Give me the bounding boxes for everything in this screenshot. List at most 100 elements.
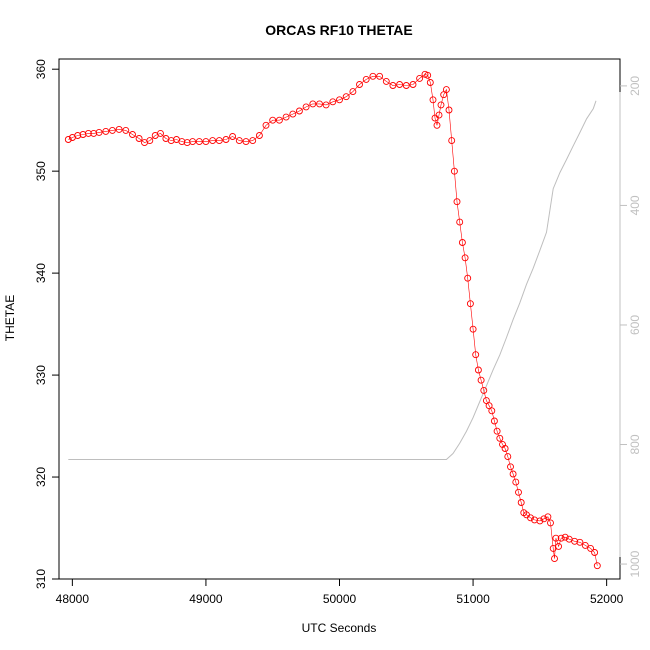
data-point [129,131,136,138]
data-point [322,101,330,109]
data-point [102,127,110,135]
x-tick-label: 48000 [56,592,90,606]
data-point [474,366,482,374]
data-point [135,135,143,142]
x-axis: 48000 49000 50000 51000 52000 [56,578,624,606]
data-point [178,138,186,146]
data-point [493,427,501,435]
data-point [396,81,404,88]
y-tick-label: 340 [34,263,48,283]
data-point [477,376,485,384]
y-tick-label: 360 [34,59,48,79]
data-point [157,129,164,137]
x-tick-label: 49000 [189,592,223,606]
secondary-y-tick-label: 800 [628,434,642,454]
y-tick-label: 350 [34,161,48,181]
data-point [571,537,579,545]
data-point [183,139,191,147]
data-point [555,542,563,550]
data-point [557,534,565,542]
data-point [108,126,116,134]
data-point [382,77,390,85]
data-point [356,81,363,88]
data-point [269,116,277,124]
data-point [552,534,560,542]
data-point [426,79,434,86]
data-point [587,544,595,552]
y-axis: 310 320 330 340 350 360 [34,59,60,589]
data-point [95,128,103,136]
data-point [64,136,72,143]
data-point [362,75,370,83]
data-point [282,113,290,121]
data-point [448,137,456,145]
data-point [369,72,377,80]
chart-title: ORCAS RF10 THETAE [265,22,413,38]
data-point [122,126,130,134]
data-point [561,533,569,541]
y-tick-label: 310 [34,569,48,589]
secondary-y-axis: 200 400 600 800 1000 [619,76,642,577]
data-point [527,514,534,522]
data-point [189,138,197,146]
data-point [249,137,257,145]
data-point [167,137,175,145]
data-point [517,499,525,506]
secondary-series-line [68,100,597,460]
data-point [376,72,384,80]
data-point [501,445,509,452]
secondary-y-tick-label: 1000 [628,550,642,577]
data-point [507,463,514,471]
data-point [389,82,397,89]
plot-frame [58,58,621,580]
data-point [437,101,445,109]
data-point [490,417,498,425]
data-point [90,129,98,137]
data-point [469,325,477,333]
data-point [488,407,496,415]
data-point [416,74,424,82]
x-tick-label: 51000 [456,592,490,606]
data-point [450,167,458,175]
data-point [115,125,123,133]
data-point [329,98,337,106]
data-point [209,137,217,145]
data-point [402,82,410,89]
data-point [146,137,154,145]
data-point [74,132,82,139]
y-axis-label: THETAE [3,295,17,341]
data-point [531,516,538,524]
data-point [222,136,230,143]
points-layer [64,70,601,570]
data-point [544,513,552,521]
data-point [461,254,469,262]
data-point [509,470,517,478]
data-point [591,549,599,556]
data-point [295,107,303,115]
data-point [593,562,601,570]
y-tick-label: 320 [34,467,48,487]
data-point [536,517,544,525]
data-point [480,386,488,394]
data-point [202,138,210,146]
data-point [229,133,237,140]
data-point [435,111,443,119]
data-point [456,218,464,226]
data-point [551,555,558,563]
data-point [464,274,472,282]
data-point [540,515,548,523]
data-point [316,100,323,108]
data-point [504,453,512,461]
data-point [547,519,554,527]
secondary-y-tick-label: 200 [628,76,642,96]
data-point [442,86,450,94]
y-tick-label: 330 [34,365,48,385]
data-point [84,129,92,137]
data-point [195,138,203,146]
data-point [255,132,263,139]
data-point [458,239,466,246]
data-point [336,96,343,104]
data-point [472,351,480,359]
data-point [215,137,223,145]
